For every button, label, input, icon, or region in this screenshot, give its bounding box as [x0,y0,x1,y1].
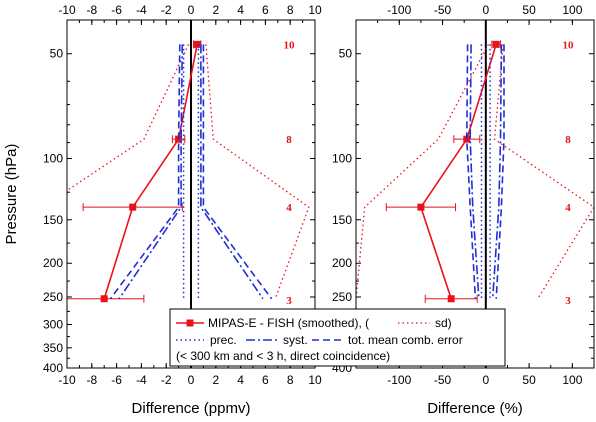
y-tick-label: 50 [50,47,64,61]
series-line-tot-8 [495,44,505,299]
legend: MIPAS-E - FISH (smoothed), ( sd) prec. syst… [169,308,506,367]
x-tick-label-bottom: -6 [111,373,122,387]
y-tick-label: 350 [43,341,63,355]
x-tick-label-bottom: 50 [522,373,536,387]
data-point-square [447,295,455,303]
legend-note: (< 300 km and < 3 h, direct coincidence) [176,349,390,363]
coincidence-count-label: 3 [565,295,571,307]
y-tick-label: 200 [43,256,63,270]
x-tick-label-bottom: 6 [262,373,269,387]
x-tick-label-bottom: -2 [161,373,172,387]
x-tick-label-bottom: -8 [86,373,97,387]
x-tick-label-bottom: 10 [308,373,322,387]
x-tick-label-bottom: 8 [287,373,294,387]
legend-sd-label: sd) [435,316,452,330]
y-tick-label: 250 [43,290,63,304]
right-panel-percent: 10 8 4 3 -100 -100 -50 -50 0 0 50 50 100 100 50 100 150 2… [332,3,595,417]
x-tick-label-top: 0 [188,3,195,17]
x-tick-label-top: -50 [434,3,452,17]
x-axis-label: Difference (ppmv) [132,400,251,417]
data-point-square [417,203,425,211]
x-tick-label-top: -100 [387,3,411,17]
y-tick-label: 150 [332,213,352,227]
coincidence-count-label: 8 [286,134,292,146]
y-tick-label: 200 [332,256,352,270]
y-tick-label: 150 [43,213,63,227]
x-tick-label-bottom: 4 [237,373,244,387]
x-tick-label-top: 10 [308,3,322,17]
y-tick-label: 100 [332,151,352,165]
legend-swatch-marker [186,319,194,327]
x-tick-label-bottom: -10 [58,373,76,387]
series-line-syst-5 [118,44,184,300]
x-tick-label-bottom: 2 [212,373,219,387]
series-line-sd-2 [356,44,489,299]
series-line-tot-7 [109,44,181,300]
x-tick-label-top: -2 [161,3,172,17]
x-tick-label-top: -10 [58,3,76,17]
series-line-syst-5 [469,44,480,299]
x-tick-label-top: 8 [287,3,294,17]
x-tick-label-top: 0 [482,3,489,17]
y-tick-label: 50 [339,47,353,61]
coincidence-count-label: 10 [563,39,575,51]
legend-tot-label: tot. mean comb. error [348,333,463,347]
series-line-tot-8 [202,44,273,300]
legend-prec-label: prec. [210,333,237,347]
y-axis-label: Pressure (hPa) [3,144,20,245]
data-point-square [492,40,500,48]
x-axis-label: Difference (%) [427,400,523,417]
data-point-square [100,295,108,303]
x-tick-label-top: 2 [212,3,219,17]
coincidence-count-label: 3 [286,295,292,307]
y-tick-label: 400 [43,361,63,375]
legend-syst-label: syst. [283,333,308,347]
left-panel-ppmv: 10 8 4 3 -10 -10 -8 -8 -6 -6 -4 -4 -2 -2 0 0 2 2 4 4 6 6 8 8 10 1… [3,3,322,417]
series-line-sd-1 [205,44,310,300]
y-tick-label: 100 [43,151,63,165]
series-line-mean-0 [420,44,497,300]
legend-mean-label: MIPAS-E - FISH (smoothed), ( [208,316,369,330]
series-line-tot-7 [465,44,477,299]
x-tick-label-bottom: -4 [136,373,147,387]
x-tick-label-top: -8 [86,3,97,17]
x-tick-label-bottom: -50 [434,373,452,387]
plot-frame [355,19,595,369]
x-tick-label-bottom: -100 [387,373,411,387]
x-tick-label-bottom: 0 [188,373,195,387]
x-tick-label-top: 100 [562,3,582,17]
x-tick-label-top: 6 [262,3,269,17]
coincidence-count-label: 8 [565,134,571,146]
series-line-syst-6 [491,44,503,299]
x-tick-label-bottom: 100 [562,373,582,387]
coincidence-count-label: 4 [565,202,571,214]
series-line-mean-0 [103,44,198,300]
series-line-sd-1 [493,44,594,300]
y-tick-label: 250 [332,290,352,304]
coincidence-count-label: 10 [284,39,296,51]
x-tick-label-top: 50 [522,3,536,17]
x-tick-label-bottom: 0 [482,373,489,387]
series-line-syst-6 [200,44,264,300]
data-point-square [129,203,137,211]
y-tick-label: 300 [43,318,63,332]
x-tick-label-top: -6 [111,3,122,17]
coincidence-count-label: 4 [286,202,292,214]
x-tick-label-top: -4 [136,3,147,17]
legend-box [169,308,506,367]
x-tick-label-top: 4 [237,3,244,17]
data-point-square [193,40,201,48]
